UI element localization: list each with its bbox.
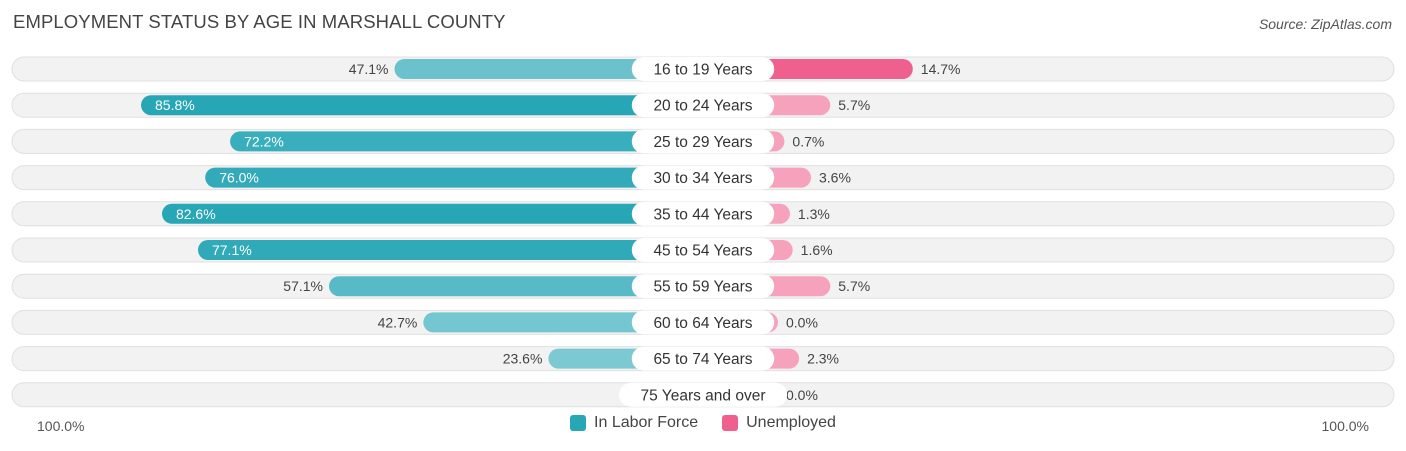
labor-bar[interactable] (328, 276, 703, 297)
category-label: 60 to 64 Years (653, 315, 752, 332)
category-label-pill (631, 310, 775, 335)
category-label-pill (631, 129, 775, 154)
category-label-pill (631, 93, 775, 118)
axis-left-label: 100.0% (37, 418, 85, 434)
unemployed-value-label: 2.3% (807, 351, 839, 367)
labor-bar[interactable] (161, 203, 704, 224)
unemployed-value-label: 0.0% (786, 314, 818, 330)
category-label: 75 Years and over (641, 387, 766, 404)
labor-bar[interactable] (230, 131, 703, 152)
category-label-pill (631, 274, 775, 299)
labor-value-label: 42.7% (378, 314, 418, 330)
unemployed-value-label: 5.7% (838, 97, 870, 113)
category-label-pill (631, 238, 775, 262)
unemployed-value-label: 1.6% (801, 242, 833, 258)
labor-bar[interactable] (197, 240, 703, 260)
employment-chart: 47.1% 14.7% 16 to 19 Years 85.8% 5.7% 20 to 2… (11, 56, 1395, 408)
chart-title: EMPLOYMENT STATUS BY AGE IN MARSHALL COU… (13, 11, 506, 32)
category-label-pill (631, 346, 775, 371)
legend-label-labor: In Labor Force (594, 414, 699, 431)
labor-value-label: 77.1% (212, 242, 252, 258)
labor-bar[interactable] (205, 167, 703, 188)
labor-value-label: 82.6% (176, 206, 216, 222)
legend: In Labor Force Unemployed (0, 414, 1406, 432)
category-label-pill (631, 57, 775, 81)
axis-right-label: 100.0% (1321, 418, 1369, 434)
unemployed-value-label: 3.6% (819, 170, 851, 186)
legend-swatch-unemployed (722, 415, 739, 431)
category-label-pill (618, 382, 788, 407)
source-credit: Source: ZipAtlas.com (1258, 16, 1392, 32)
category-label-pill (631, 165, 775, 190)
category-label-pill (631, 201, 775, 226)
category-label: 16 to 19 Years (653, 62, 752, 79)
unemployed-value-label: 1.3% (798, 206, 830, 222)
legend-item-unemployed[interactable]: Unemployed (722, 414, 836, 432)
category-label: 30 to 34 Years (653, 170, 752, 187)
labor-value-label: 76.0% (219, 170, 259, 186)
unemployed-value-label: 0.0% (786, 387, 818, 403)
unemployed-value-label: 5.7% (838, 278, 870, 294)
legend-label-unemployed: Unemployed (746, 414, 836, 431)
category-label: 25 to 29 Years (653, 134, 752, 151)
legend-item-labor[interactable]: In Labor Force (570, 414, 698, 432)
labor-value-label: 85.8% (155, 97, 195, 113)
category-label: 65 to 74 Years (653, 351, 752, 368)
category-label: 20 to 24 Years (653, 98, 752, 115)
labor-value-label: 72.2% (244, 133, 284, 149)
labor-bar[interactable] (141, 95, 703, 116)
category-label: 45 to 54 Years (653, 243, 752, 260)
labor-bar[interactable] (394, 59, 703, 79)
category-label: 35 to 44 Years (653, 206, 752, 223)
unemployed-value-label: 14.7% (921, 61, 961, 77)
labor-value-label: 23.6% (503, 351, 543, 367)
labor-value-label: 57.1% (283, 278, 323, 294)
category-label: 55 to 59 Years (653, 279, 752, 296)
labor-value-label: 47.1% (349, 61, 389, 77)
legend-swatch-labor (570, 415, 587, 431)
unemployed-value-label: 0.7% (792, 133, 824, 149)
